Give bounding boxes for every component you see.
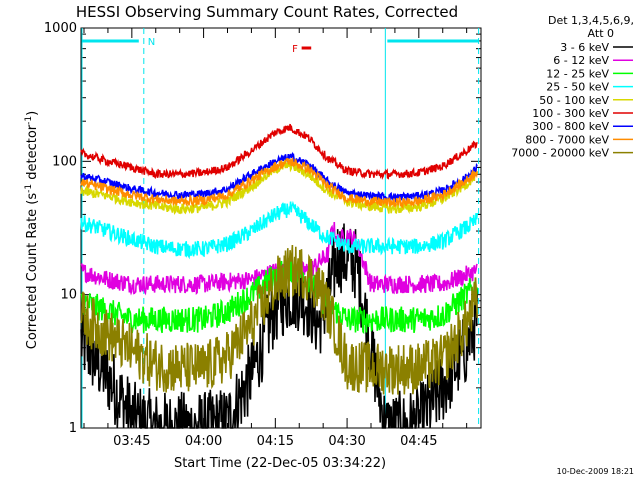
annotation-label: N [148,37,155,48]
legend-title: Det 1,3,4,5,6,9, [548,14,634,27]
series-line [80,151,478,203]
y-tick-label: 10 [60,288,77,303]
legend-entry: 300 - 800 keV [532,120,609,133]
legend-entry: 25 - 50 keV [546,81,609,94]
plot-axes: 03:45 04:00 04:15 04:30 04:45 1 10 100 1000 [44,21,482,449]
legend-entry: 3 - 6 keV [560,41,609,54]
series-line [80,244,478,395]
legend-entry: 12 - 25 keV [546,67,609,80]
y-tick-label: 100 [52,154,77,169]
legend-entry: 800 - 7000 keV [525,133,609,146]
x-tick-label: 04:45 [400,434,437,449]
legend-entry: 50 - 100 keV [539,94,609,107]
chart-title: HESSI Observing Summary Count Rates, Cor… [76,3,458,21]
series-line [80,223,478,429]
footer-date: 10-Dec-2009 18:21 [557,467,634,476]
x-tick-label: 04:00 [185,434,222,449]
y-tick-label: 1 [69,421,77,436]
x-tick-label: 04:30 [328,434,365,449]
legend-entry: 6 - 12 keV [553,54,609,67]
annotation-label: F [292,44,298,55]
legend-entry: 100 - 300 keV [532,107,609,120]
legend-entry: 7000 - 20000 keV [511,147,609,160]
y-tick-label: 1000 [44,21,77,36]
series-line [80,123,478,180]
series-line [80,200,478,260]
x-axis-label: Start Time (22-Dec-05 03:34:22) [174,456,386,471]
data-series [80,123,478,429]
legend-title: Att 0 [588,27,614,40]
series-line [80,156,478,209]
x-tick-label: 03:45 [113,434,150,449]
y-axis-label: Corrected Count Rate (s-1 detector-1) [24,111,40,349]
x-tick-label: 04:15 [257,434,294,449]
